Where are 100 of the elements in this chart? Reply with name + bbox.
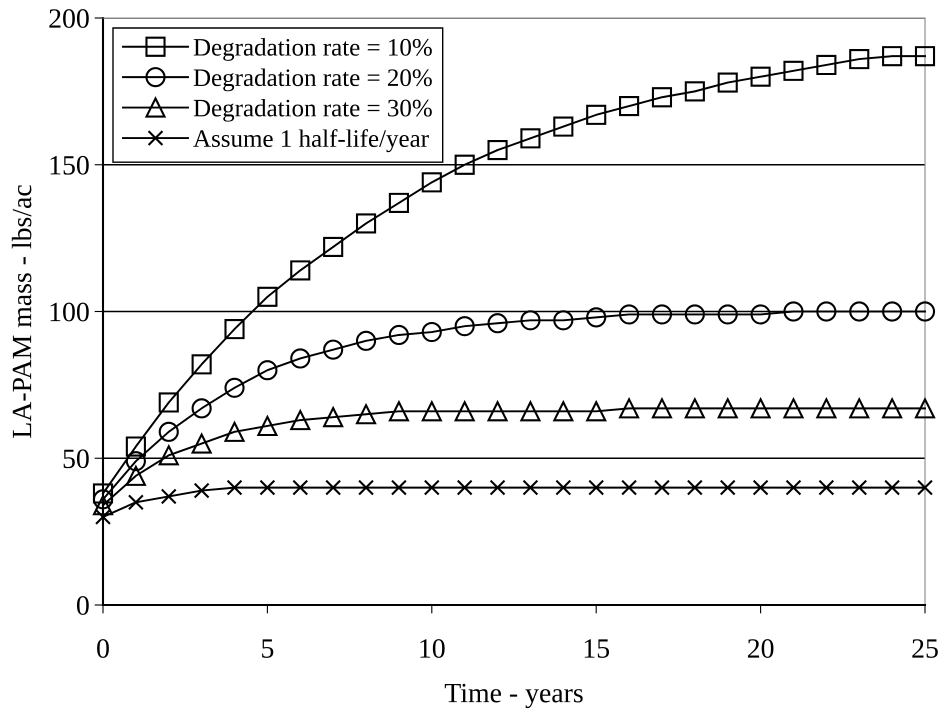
point [422,401,442,422]
point [454,401,475,422]
point [652,304,672,325]
point [884,480,900,496]
legend-label: Degradation rate = 20% [194,68,432,92]
point [816,54,836,76]
point [422,172,442,192]
point [619,398,640,418]
point [520,401,541,422]
point [851,480,868,496]
point [158,392,179,413]
point [95,508,111,525]
point [684,304,705,325]
y-tick-label: 50 [64,449,89,468]
point [290,410,310,430]
point [257,286,278,307]
x-tick-label: 20 [748,639,774,658]
point [456,480,473,496]
point [654,480,670,496]
point [224,422,245,442]
point [718,72,738,93]
point [257,360,278,380]
point [750,304,771,325]
y-tick-label: 0 [76,596,89,615]
point [454,316,475,336]
point [882,301,902,322]
point [487,401,508,422]
point [358,480,374,496]
x-tick-label: 5 [262,639,274,658]
y-axis-title: LA-PAM mass - lbs/ac [12,185,32,438]
point [388,192,409,213]
point [160,488,177,504]
point [553,116,574,137]
point [917,480,933,496]
point [192,398,212,418]
point [718,304,738,325]
point [783,60,804,81]
point [224,378,245,398]
point [619,96,640,116]
x-tick-label: 0 [97,639,109,658]
point [752,480,769,496]
point [290,260,310,280]
point [619,304,640,325]
point [388,401,409,422]
point [424,480,440,496]
legend-label: Assume 1 half-life/year [193,129,429,152]
x-tick-label: 15 [584,639,610,658]
point [553,310,574,330]
point [325,480,342,496]
point [882,398,902,418]
y-tick-label: 100 [50,302,89,322]
point [522,480,538,496]
point [226,480,243,496]
point [520,310,541,330]
point [914,398,936,418]
point [849,49,870,70]
point [720,480,736,496]
point [785,480,802,496]
point [158,422,179,442]
point [388,324,409,346]
point [126,436,146,457]
legend-label: Degradation rate = 10% [194,38,432,61]
x-tick-label: 25 [912,639,938,658]
point [259,480,276,496]
x-tick-label: 10 [420,639,445,658]
point [783,398,804,418]
legend-label: Degradation rate = 30% [194,98,432,122]
point [586,401,606,422]
point [818,480,834,496]
point [192,434,212,454]
point [356,330,376,351]
point [290,348,310,369]
point [490,480,506,496]
point [586,307,606,328]
point [454,154,475,175]
point [194,482,210,499]
point [816,398,836,418]
point [520,128,541,148]
point [92,483,114,504]
point [158,445,179,466]
point [882,46,902,66]
point [192,354,212,374]
point [914,46,936,66]
point [323,407,344,428]
point [356,213,376,234]
y-tick-label: 150 [50,156,89,175]
point [783,301,804,322]
point [224,319,245,340]
point [126,466,146,486]
point [487,313,508,334]
point [684,81,705,102]
point [487,140,508,160]
x-axis-title: Time - years [444,684,583,708]
point [718,398,738,418]
point [849,398,870,418]
point [914,301,936,322]
point [750,398,771,418]
point [849,301,870,322]
point [621,480,638,496]
point [686,480,703,496]
